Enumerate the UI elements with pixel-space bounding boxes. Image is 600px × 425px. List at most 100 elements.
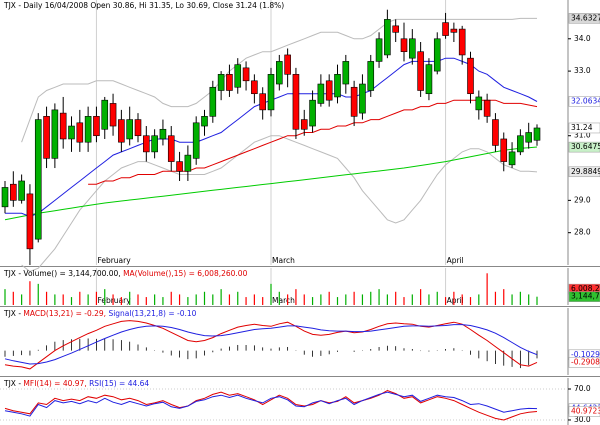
volume-bar <box>253 294 255 305</box>
candle-body <box>458 28 466 56</box>
candle-body <box>276 61 283 85</box>
panel-header: TJX - MFI(14) = 40.97, RSI(15) = 44.64 <box>3 379 149 388</box>
price-label: 32.0634 <box>571 96 600 105</box>
volume-bar <box>154 294 156 305</box>
volume-bar <box>311 297 314 305</box>
volume-bar <box>270 283 272 305</box>
volume-bar <box>411 294 413 305</box>
candle-body <box>292 74 300 130</box>
candle-body <box>192 122 200 159</box>
volume-bar <box>420 289 422 305</box>
header-part: TJX - <box>3 379 23 388</box>
volume-bar <box>295 289 297 305</box>
indicator-line <box>4 389 538 421</box>
candle-body <box>143 135 150 153</box>
volume-bar <box>62 294 64 305</box>
candle-body <box>525 132 532 143</box>
candle-body <box>433 38 441 72</box>
candle-body <box>167 135 175 162</box>
volume-bar <box>444 297 447 305</box>
y-tick-label: 70.0 <box>574 384 591 393</box>
header-part: RSI(15) = 44.64 <box>89 379 149 388</box>
candle-body <box>367 61 375 91</box>
volume-bar <box>303 294 305 305</box>
candle-body <box>384 19 391 56</box>
volume-bar <box>178 294 181 305</box>
candle-body <box>159 128 167 140</box>
volume-bar <box>187 297 189 305</box>
volume-bar <box>469 297 472 305</box>
candle-body <box>442 22 449 36</box>
volume-bar <box>137 294 139 305</box>
x-tick-label: February <box>97 296 131 305</box>
candle-body <box>500 138 508 162</box>
candle-body <box>151 135 158 153</box>
volume-bar <box>203 291 206 305</box>
volume-bar <box>54 294 56 305</box>
price-label-box <box>568 291 600 302</box>
candle-body <box>84 116 92 143</box>
candle-body <box>342 61 350 85</box>
candle-body <box>126 119 133 140</box>
volume-bar <box>79 291 81 305</box>
candle-body <box>26 193 34 250</box>
candle-body <box>492 119 499 146</box>
volume-bar <box>436 291 438 305</box>
candle-body <box>533 127 541 141</box>
header-part: MFI(14) = 40.97, <box>23 379 89 388</box>
volume-bar <box>386 294 388 305</box>
volume-bar <box>29 281 31 305</box>
price-label: 31.24 <box>571 123 593 132</box>
price-label-box <box>568 166 600 178</box>
candle-body <box>68 125 75 140</box>
candle-body <box>226 74 233 91</box>
volume-bar <box>45 291 48 305</box>
y-tick-label: 29.0 <box>574 195 591 204</box>
candle-body <box>450 28 458 33</box>
candle-body <box>350 86 358 117</box>
volume-bar <box>461 294 463 305</box>
candle-body <box>209 86 217 117</box>
x-tick-label: April <box>447 296 464 305</box>
volume-bar <box>453 291 455 305</box>
price-label: 30.6475 <box>571 142 600 151</box>
volume-bar <box>428 294 430 305</box>
candle-body <box>184 154 192 172</box>
candle-body <box>425 64 433 95</box>
price-label-box <box>568 13 600 24</box>
candle-body <box>176 161 183 172</box>
y-tick-label: 28.0 <box>574 228 591 237</box>
volume-bar <box>212 294 214 305</box>
indicator-line <box>4 146 538 221</box>
candle-body <box>76 122 84 143</box>
candle-body <box>334 74 341 98</box>
candle-body <box>409 38 416 59</box>
y-tick-label: 30.0 <box>574 415 591 424</box>
price-label-box <box>568 357 600 368</box>
candle-body <box>234 64 242 88</box>
volume-bar <box>361 294 364 305</box>
volume-bar <box>503 289 505 305</box>
volume-bar <box>536 296 538 305</box>
volume-bar <box>336 297 339 305</box>
indicator-line <box>4 391 538 417</box>
header-part: MA(Volume(),15) = 6,008,260.00 <box>123 269 248 278</box>
candle-body <box>508 151 516 166</box>
candle-body <box>10 183 17 201</box>
volume-bar <box>37 283 39 305</box>
candle-body <box>242 67 250 82</box>
volume-bar <box>378 289 380 305</box>
candle-body <box>517 135 524 153</box>
y-tick-label: 34.0 <box>574 34 591 43</box>
x-tick-label: March <box>272 296 295 305</box>
candle-body <box>134 119 142 137</box>
volume-bar <box>170 291 172 305</box>
candle-body <box>259 93 266 111</box>
y-tick-label: 33.0 <box>574 66 591 75</box>
volume-bar <box>95 291 98 305</box>
candle-body <box>467 57 474 95</box>
volume-bar <box>345 294 347 305</box>
volume-bar <box>162 297 164 305</box>
volume-bar <box>245 297 247 305</box>
